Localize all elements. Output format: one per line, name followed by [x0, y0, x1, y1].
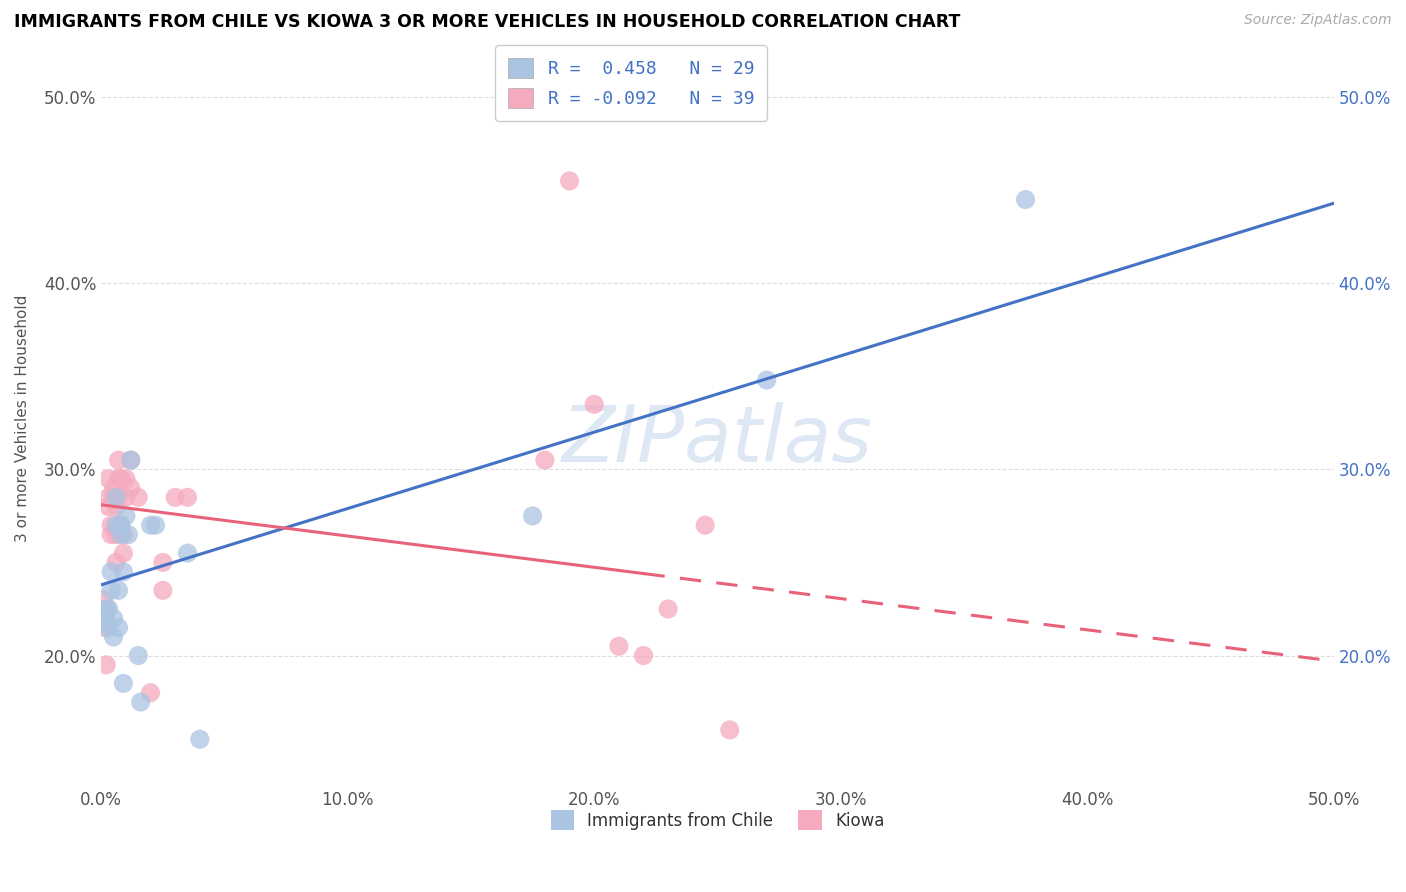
Point — [152, 583, 174, 598]
Point — [522, 508, 544, 523]
Point — [607, 639, 630, 653]
Point — [100, 565, 122, 579]
Point — [96, 615, 118, 629]
Point — [105, 518, 128, 533]
Point — [105, 500, 128, 514]
Y-axis label: 3 or more Vehicles in Household: 3 or more Vehicles in Household — [15, 294, 30, 542]
Point — [107, 583, 129, 598]
Point — [534, 453, 557, 467]
Point — [152, 556, 174, 570]
Point — [103, 611, 125, 625]
Legend: Immigrants from Chile, Kiowa: Immigrants from Chile, Kiowa — [544, 804, 891, 837]
Point — [115, 472, 138, 486]
Point — [107, 472, 129, 486]
Point — [633, 648, 655, 663]
Point — [105, 556, 128, 570]
Point — [695, 518, 717, 533]
Point — [96, 657, 118, 672]
Point — [176, 546, 198, 560]
Point — [583, 397, 606, 411]
Point — [96, 602, 118, 616]
Text: ZIPatlas: ZIPatlas — [562, 402, 873, 478]
Point — [93, 592, 115, 607]
Point — [110, 518, 132, 533]
Point — [112, 565, 135, 579]
Point — [100, 583, 122, 598]
Point — [103, 481, 125, 495]
Point — [103, 630, 125, 644]
Point — [110, 472, 132, 486]
Point — [115, 491, 138, 505]
Point — [657, 602, 679, 616]
Point — [107, 491, 129, 505]
Text: IMMIGRANTS FROM CHILE VS KIOWA 3 OR MORE VEHICLES IN HOUSEHOLD CORRELATION CHART: IMMIGRANTS FROM CHILE VS KIOWA 3 OR MORE… — [14, 13, 960, 31]
Point — [120, 453, 142, 467]
Point — [129, 695, 152, 709]
Point — [112, 676, 135, 690]
Point — [110, 518, 132, 533]
Point — [1014, 193, 1036, 207]
Point — [139, 518, 162, 533]
Point — [188, 732, 211, 747]
Point — [112, 546, 135, 560]
Point — [112, 527, 135, 541]
Point — [110, 527, 132, 541]
Point — [105, 527, 128, 541]
Point — [117, 527, 139, 541]
Point — [558, 174, 581, 188]
Point — [107, 621, 129, 635]
Text: Source: ZipAtlas.com: Source: ZipAtlas.com — [1244, 13, 1392, 28]
Point — [718, 723, 741, 737]
Point — [145, 518, 167, 533]
Point — [127, 648, 149, 663]
Point — [127, 491, 149, 505]
Point — [165, 491, 187, 505]
Point — [96, 602, 118, 616]
Point — [97, 602, 120, 616]
Point — [100, 518, 122, 533]
Point — [97, 500, 120, 514]
Point — [120, 453, 142, 467]
Point — [93, 621, 115, 635]
Point — [139, 686, 162, 700]
Point — [115, 508, 138, 523]
Point — [93, 607, 115, 622]
Point — [103, 491, 125, 505]
Point — [107, 453, 129, 467]
Point — [755, 373, 778, 387]
Point — [97, 472, 120, 486]
Point — [105, 491, 128, 505]
Point — [120, 481, 142, 495]
Point — [97, 621, 120, 635]
Point — [97, 491, 120, 505]
Point — [176, 491, 198, 505]
Point — [100, 527, 122, 541]
